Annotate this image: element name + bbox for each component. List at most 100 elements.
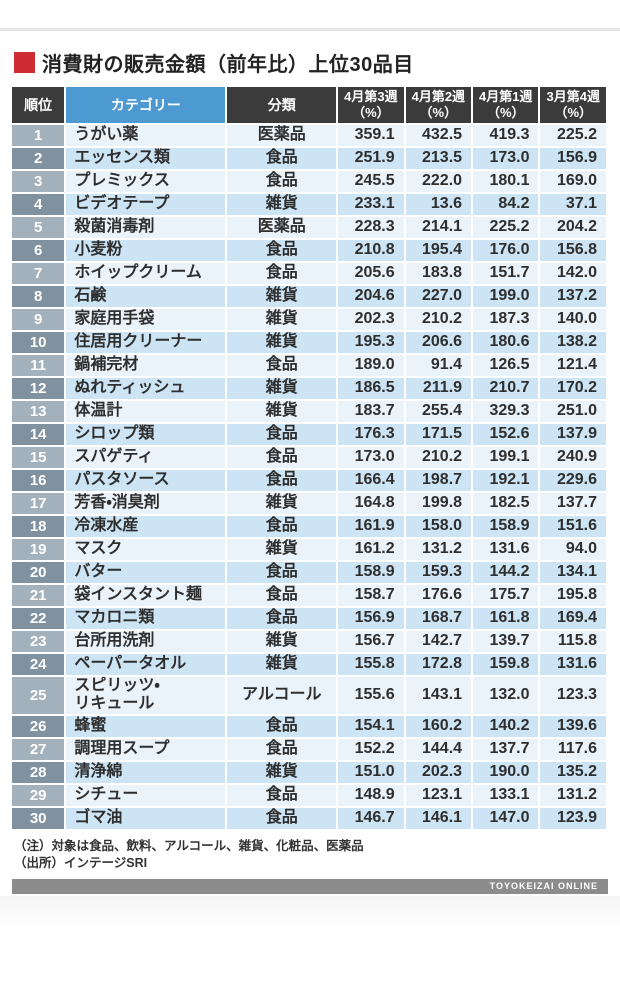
cell-rank: 24 xyxy=(12,654,65,675)
table-row: 1 うがい薬 医薬品 359.1 432.5 419.3 225.2 xyxy=(12,125,606,146)
cell-mar-week4: 138.2 xyxy=(540,332,606,353)
cell-class: 食品 xyxy=(227,516,337,537)
cell-apr-week3: 161.9 xyxy=(338,516,404,537)
cell-class: アルコール xyxy=(227,677,337,714)
cell-apr-week3: 176.3 xyxy=(338,424,404,445)
cell-mar-week4: 169.4 xyxy=(540,608,606,629)
cell-mar-week4: 137.9 xyxy=(540,424,606,445)
table-row: 7 ホイップクリーム 食品 205.6 183.8 151.7 142.0 xyxy=(12,263,606,284)
cell-apr-week3: 155.8 xyxy=(338,654,404,675)
table-row: 24 ペーパータオル 雑貨 155.8 172.8 159.8 131.6 xyxy=(12,654,606,675)
cell-mar-week4: 139.6 xyxy=(540,715,606,737)
cell-class: 食品 xyxy=(227,240,337,261)
table-row: 26 蜂蜜 食品 154.1 160.2 140.2 139.6 xyxy=(12,715,606,737)
cell-apr-week1: 176.0 xyxy=(473,240,539,261)
cell-apr-week2: 172.8 xyxy=(405,654,472,675)
cell-category: 家庭用手袋 xyxy=(66,309,226,330)
cell-rank: 9 xyxy=(12,309,65,330)
cell-apr-week1: 139.7 xyxy=(473,631,539,652)
cell-rank: 16 xyxy=(12,470,65,491)
cell-apr-week3: 156.9 xyxy=(338,608,404,629)
cell-rank: 29 xyxy=(12,784,65,806)
cell-apr-week3: 164.8 xyxy=(338,493,404,514)
cell-apr-week2: 432.5 xyxy=(405,125,472,146)
column-header-6: 3月第4週 （%） xyxy=(540,87,606,123)
cell-apr-week2: 160.2 xyxy=(405,715,472,737)
cell-class: 雑貨 xyxy=(227,539,337,560)
table-header-row: 順位 カテゴリー 分類 4月第3週 （%） 4月第2週 （%） 4月第1週 （%） 3月第4週 （%… xyxy=(12,87,606,123)
cell-category: 殺菌消毒剤 xyxy=(66,217,226,238)
cell-rank: 3 xyxy=(12,171,65,192)
cell-category: 袋インスタント麺 xyxy=(66,585,226,606)
footer-brand-text: TOYOKEIZAI ONLINE xyxy=(489,880,598,891)
cell-apr-week2: 214.1 xyxy=(405,217,472,238)
cell-apr-week2: 183.8 xyxy=(405,263,472,284)
cell-class: 医薬品 xyxy=(227,125,337,146)
cell-apr-week3: 245.5 xyxy=(338,171,404,192)
cell-mar-week4: 37.1 xyxy=(540,194,606,215)
cell-rank: 18 xyxy=(12,516,65,537)
cell-mar-week4: 169.0 xyxy=(540,171,606,192)
red-square-icon xyxy=(14,51,35,73)
cell-category: プレミックス xyxy=(66,171,226,192)
cell-rank: 14 xyxy=(12,424,65,445)
cell-apr-week2: 168.7 xyxy=(405,608,472,629)
cell-apr-week3: 195.3 xyxy=(338,332,404,353)
cell-rank: 1 xyxy=(12,125,65,146)
cell-category: 石鹸 xyxy=(66,286,226,307)
table-row: 28 清浄綿 雑貨 151.0 202.3 190.0 135.2 xyxy=(12,761,606,783)
cell-category: 清浄綿 xyxy=(66,761,226,783)
cell-rank: 2 xyxy=(12,148,65,169)
cell-apr-week2: 171.5 xyxy=(405,424,472,445)
notes: （注）対象は食品、飲料、アルコール、雑貨、化粧品、医薬品 （出所）インテージSR… xyxy=(14,838,606,872)
table-row: 10 住居用クリーナー 雑貨 195.3 206.6 180.6 138.2 xyxy=(12,332,606,353)
cell-apr-week1: 192.1 xyxy=(473,470,539,491)
cell-apr-week2: 143.1 xyxy=(405,677,472,714)
cell-category: スピリッツ・ リキュール xyxy=(66,677,226,714)
cell-class: 雑貨 xyxy=(227,332,337,353)
cell-category: 小麦粉 xyxy=(66,240,226,261)
cell-mar-week4: 140.0 xyxy=(540,309,606,330)
note-source: （出所）インテージSRI xyxy=(14,855,148,870)
cell-category: 調理用スープ xyxy=(66,738,226,760)
cell-mar-week4: 151.6 xyxy=(540,516,606,537)
cell-mar-week4: 123.9 xyxy=(540,807,606,829)
cell-apr-week3: 166.4 xyxy=(338,470,404,491)
cell-apr-week2: 158.0 xyxy=(405,516,472,537)
cell-apr-week1: 126.5 xyxy=(473,355,539,376)
cell-mar-week4: 225.2 xyxy=(540,125,606,146)
cell-category: 体温計 xyxy=(66,401,226,422)
cell-apr-week3: 202.3 xyxy=(338,309,404,330)
cell-mar-week4: 137.7 xyxy=(540,493,606,514)
cell-apr-week3: 151.0 xyxy=(338,761,404,783)
ranking-table: 順位 カテゴリー 分類 4月第3週 （%） 4月第2週 （%） 4月第1週 （%） 3月第4週 （%… xyxy=(10,85,608,831)
note-scope: （注）対象は食品、飲料、アルコール、雑貨、化粧品、医薬品 xyxy=(14,838,364,853)
cell-rank: 17 xyxy=(12,493,65,514)
cell-apr-week1: 225.2 xyxy=(473,217,539,238)
table-row: 9 家庭用手袋 雑貨 202.3 210.2 187.3 140.0 xyxy=(12,309,606,330)
cell-apr-week1: 199.0 xyxy=(473,286,539,307)
cell-apr-week3: 186.5 xyxy=(338,378,404,399)
table-row: 11 鍋補完材 食品 189.0 91.4 126.5 121.4 xyxy=(12,355,606,376)
table-row: 25 スピリッツ・ リキュール アルコール 155.6 143.1 132.0 123.3 xyxy=(12,677,606,714)
cell-apr-week3: 210.8 xyxy=(338,240,404,261)
cell-apr-week2: 222.0 xyxy=(405,171,472,192)
table-row: 16 パスタソース 食品 166.4 198.7 192.1 229.6 xyxy=(12,470,606,491)
cell-class: 食品 xyxy=(227,424,337,445)
column-header-0: 順位 xyxy=(12,87,65,123)
cell-mar-week4: 115.8 xyxy=(540,631,606,652)
table-header: 順位 カテゴリー 分類 4月第3週 （%） 4月第2週 （%） 4月第1週 （%） 3月第4週 （%… xyxy=(12,87,606,123)
cell-mar-week4: 229.6 xyxy=(540,470,606,491)
cell-category: スパゲティ xyxy=(66,447,226,468)
table-row: 5 殺菌消毒剤 医薬品 228.3 214.1 225.2 204.2 xyxy=(12,217,606,238)
cell-apr-week3: 189.0 xyxy=(338,355,404,376)
cell-class: 食品 xyxy=(227,148,337,169)
cell-apr-week3: 148.9 xyxy=(338,784,404,806)
cell-apr-week1: 190.0 xyxy=(473,761,539,783)
cell-mar-week4: 240.9 xyxy=(540,447,606,468)
cell-apr-week1: 151.7 xyxy=(473,263,539,284)
cell-apr-week2: 159.3 xyxy=(405,562,472,583)
cell-apr-week2: 227.0 xyxy=(405,286,472,307)
cell-apr-week1: 159.8 xyxy=(473,654,539,675)
cell-apr-week1: 147.0 xyxy=(473,807,539,829)
